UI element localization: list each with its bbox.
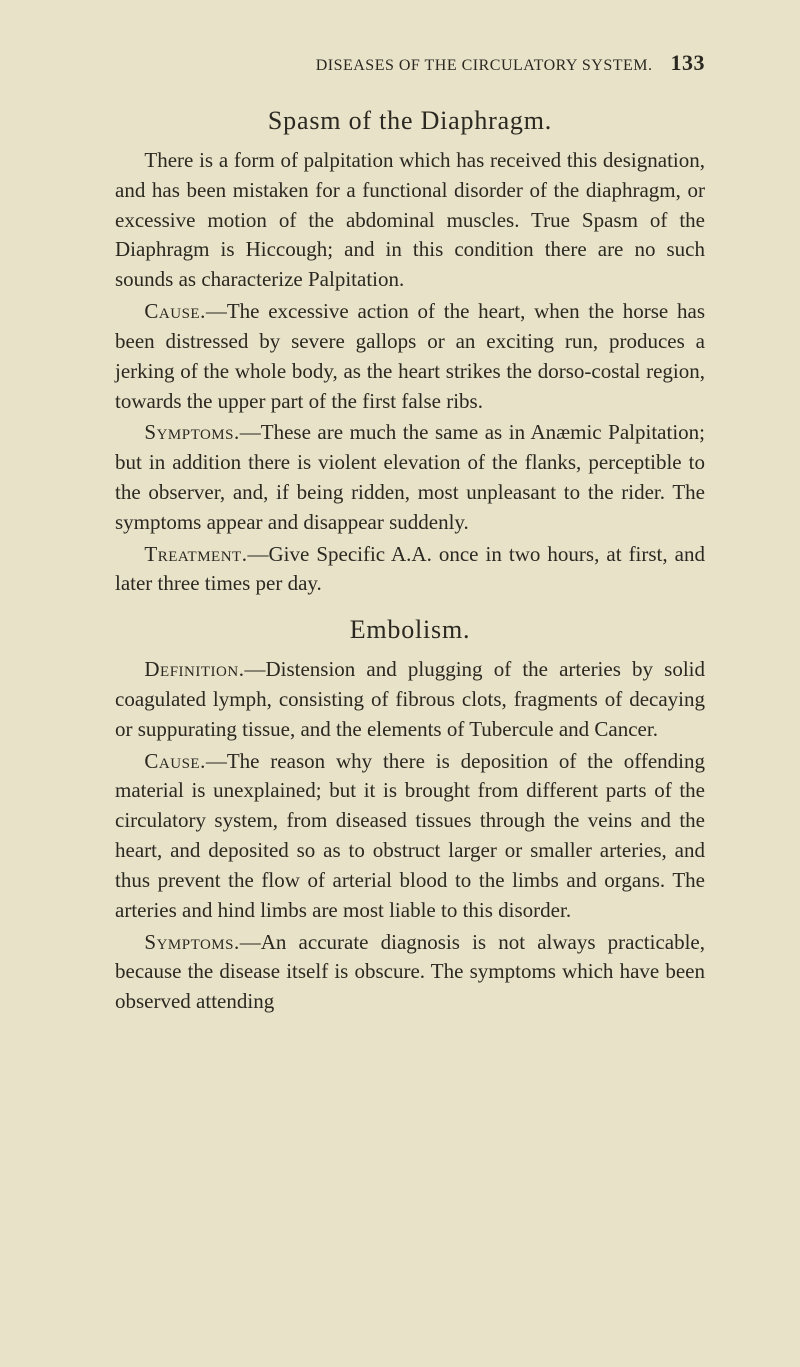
book-page: DISEASES OF THE CIRCULATORY SYSTEM. 133 … — [0, 0, 800, 1367]
paragraph-text: —The reason why there is deposition of t… — [115, 749, 705, 922]
section-title-embolism: Embolism. — [115, 615, 705, 645]
paragraph-text: There is a form of palpitation which has… — [115, 148, 705, 291]
paragraph-lead: Cause. — [144, 299, 205, 323]
paragraph-lead: Symptoms. — [144, 420, 239, 444]
running-title: DISEASES OF THE CIRCULATORY SYSTEM. — [316, 57, 653, 75]
running-head: DISEASES OF THE CIRCULATORY SYSTEM. 133 — [115, 50, 705, 76]
page-number: 133 — [671, 50, 706, 76]
paragraph: Symptoms.—These are much the same as in … — [115, 418, 705, 537]
paragraph: Definition.—Distension and plugging of t… — [115, 655, 705, 744]
section-title-spasm: Spasm of the Diaphragm. — [115, 106, 705, 136]
paragraph: There is a form of palpitation which has… — [115, 146, 705, 295]
paragraph: Cause.—The excessive action of the heart… — [115, 297, 705, 416]
paragraph: Cause.—The reason why there is depositio… — [115, 747, 705, 926]
paragraph-lead: Definition. — [144, 657, 244, 681]
paragraph-lead: Treatment. — [144, 542, 247, 566]
paragraph: Symptoms.—An accurate diagnosis is not a… — [115, 928, 705, 1017]
paragraph-lead: Symptoms. — [144, 930, 239, 954]
paragraph-lead: Cause. — [144, 749, 205, 773]
paragraph: Treatment.—Give Specific A.A. once in tw… — [115, 540, 705, 600]
